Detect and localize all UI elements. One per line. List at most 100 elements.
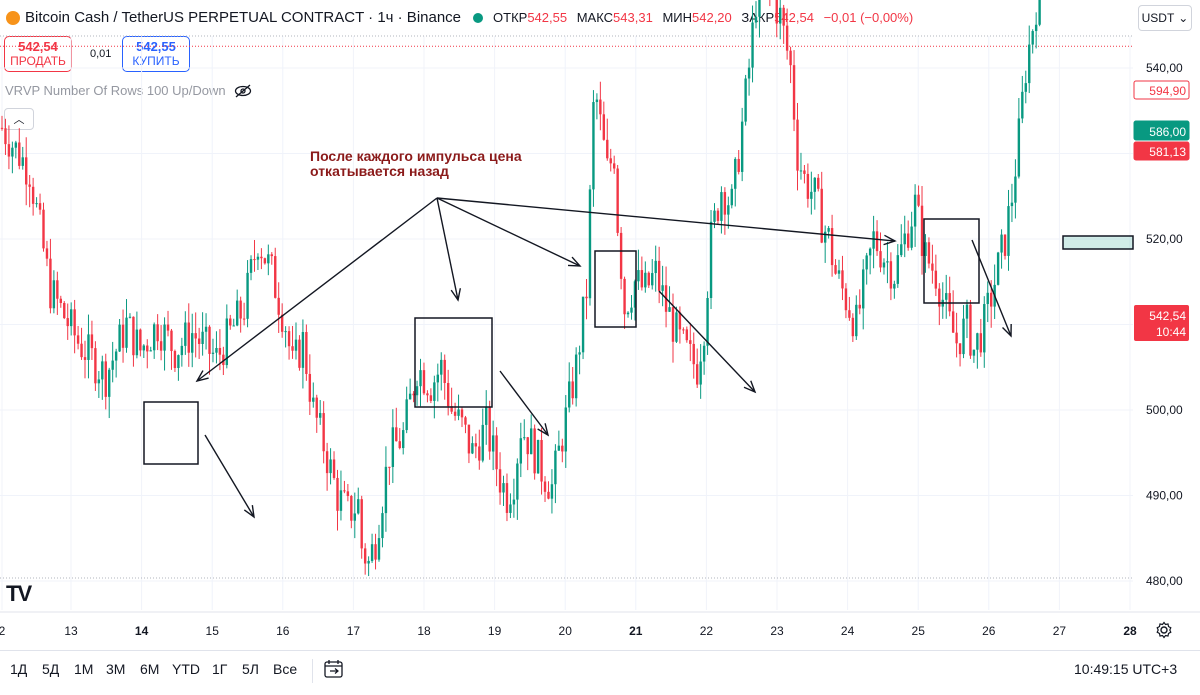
candle-body bbox=[678, 312, 682, 330]
candle-body bbox=[920, 205, 924, 257]
candle-body bbox=[823, 231, 827, 243]
candle-body bbox=[810, 191, 813, 199]
buy-button[interactable]: 542,55 КУПИТЬ bbox=[122, 36, 190, 72]
candle-body bbox=[827, 228, 830, 232]
candle-body bbox=[595, 99, 599, 103]
time-axis: 2 13 14 15 16 17 18 19 20 21 22 23 24 25 26 27 28 bbox=[0, 611, 1200, 638]
arrow-line bbox=[436, 197, 896, 242]
timeframe-6m[interactable]: 6М bbox=[140, 661, 160, 677]
sell-button[interactable]: 542,54 ПРОДАТЬ bbox=[4, 36, 72, 72]
currency-selector[interactable]: USDT ⌄ bbox=[1138, 5, 1192, 31]
indicator-legend[interactable]: VRVP Number Of Rows 100 Up/Down bbox=[5, 83, 252, 98]
candle-body bbox=[49, 258, 52, 309]
timeframe-all[interactable]: Все bbox=[273, 661, 298, 677]
price-label-green: 586,00 bbox=[1149, 125, 1186, 139]
candle-body bbox=[156, 324, 159, 342]
candle-body bbox=[242, 318, 246, 320]
candle-body bbox=[1007, 206, 1010, 256]
candle-body bbox=[94, 348, 97, 384]
collapse-legend-button[interactable]: ︿ bbox=[4, 108, 34, 130]
x-tick-label: 19 bbox=[488, 624, 502, 638]
x-tick-label: 18 bbox=[417, 624, 431, 638]
candle-body bbox=[270, 254, 273, 257]
toolbar-divider bbox=[312, 659, 313, 683]
arrow-line bbox=[658, 290, 756, 393]
candle-body bbox=[35, 203, 38, 205]
arrow-head bbox=[743, 380, 757, 394]
tradingview-logo[interactable]: TV bbox=[6, 581, 32, 606]
candle-body bbox=[239, 300, 242, 319]
candle-body bbox=[229, 318, 232, 326]
y-tick-label: 490,00 bbox=[1146, 489, 1183, 503]
x-tick-label: 26 bbox=[982, 624, 996, 638]
candle-body bbox=[927, 242, 931, 264]
timeframe-1d[interactable]: 1Д bbox=[10, 661, 28, 677]
candle-body bbox=[277, 297, 280, 315]
timeframe-1y[interactable]: 1Г bbox=[212, 661, 228, 677]
eye-hidden-icon[interactable] bbox=[234, 84, 252, 98]
x-tick-label: 2 bbox=[0, 624, 6, 638]
timeframe-5y[interactable]: 5Л bbox=[242, 661, 259, 677]
ohlc-low-value: 542,20 bbox=[692, 10, 732, 25]
candle-body bbox=[529, 428, 533, 455]
arrow-line bbox=[196, 197, 438, 382]
x-tick-label: 16 bbox=[276, 624, 290, 638]
timeframe-1m[interactable]: 1М bbox=[74, 661, 94, 677]
price-axis: 480,00 490,00 500,00 510,00 520,00 530,00 540,… bbox=[1133, 61, 1190, 588]
candle-body bbox=[485, 407, 488, 425]
arrow-line bbox=[971, 239, 1012, 337]
x-tick-label: 20 bbox=[559, 624, 573, 638]
candle-body bbox=[682, 329, 685, 331]
candle-body bbox=[222, 354, 225, 366]
candle-body bbox=[280, 314, 284, 332]
candle-body bbox=[896, 255, 900, 284]
candle-body bbox=[581, 296, 585, 353]
candle-body bbox=[557, 445, 561, 451]
x-tick-label: 27 bbox=[1053, 624, 1067, 638]
candle-body bbox=[177, 355, 180, 368]
candle-body bbox=[689, 340, 692, 344]
symbol-title[interactable]: Bitcoin Cash / TetherUS PERPETUAL CONTRA… bbox=[25, 9, 462, 26]
spread-value: 0,01 bbox=[90, 48, 112, 60]
candle-body bbox=[841, 270, 844, 289]
candle-body bbox=[599, 99, 602, 115]
arrow-head bbox=[450, 288, 462, 302]
candle-body bbox=[315, 397, 318, 418]
candle-body bbox=[433, 382, 436, 401]
candle-body bbox=[367, 560, 370, 564]
candle-body bbox=[453, 411, 457, 416]
clock-timezone[interactable]: 10:49:15 UTC+3 bbox=[1074, 661, 1178, 677]
candle-body bbox=[702, 345, 706, 362]
candle-body bbox=[585, 296, 588, 299]
x-tick-label: 28 bbox=[1123, 624, 1137, 638]
candle-body bbox=[446, 383, 450, 407]
market-open-status-icon bbox=[473, 12, 484, 23]
candle-body bbox=[412, 393, 415, 396]
candle-body bbox=[893, 283, 896, 289]
timeframe-ytd[interactable]: YTD bbox=[172, 661, 200, 677]
candle-body bbox=[208, 326, 211, 354]
candle-body bbox=[59, 298, 62, 304]
arrow-head bbox=[195, 370, 209, 383]
candle-body bbox=[422, 370, 426, 394]
candle-body bbox=[848, 310, 851, 318]
bitcoin-cash-logo-icon bbox=[6, 10, 20, 25]
candle-body bbox=[225, 318, 229, 366]
price-label-red: 581,13 bbox=[1149, 145, 1186, 159]
candle-body bbox=[204, 326, 208, 332]
candle-body bbox=[875, 231, 879, 252]
settings-gear-icon[interactable] bbox=[1155, 621, 1173, 639]
candle-body bbox=[806, 173, 810, 199]
ohlc-high-label: МАКС bbox=[576, 10, 614, 25]
candle-body bbox=[979, 333, 983, 353]
candle-body bbox=[25, 157, 28, 185]
y-tick-label: 510,00 bbox=[1146, 318, 1183, 332]
arrow-line bbox=[499, 370, 549, 436]
go-to-date-icon[interactable] bbox=[323, 659, 345, 679]
timeframe-3m[interactable]: 3М bbox=[106, 661, 126, 677]
timeframe-5d[interactable]: 5Д bbox=[42, 661, 60, 677]
candle-body bbox=[173, 351, 177, 368]
candle-body bbox=[187, 322, 190, 353]
candle-body bbox=[740, 121, 744, 172]
